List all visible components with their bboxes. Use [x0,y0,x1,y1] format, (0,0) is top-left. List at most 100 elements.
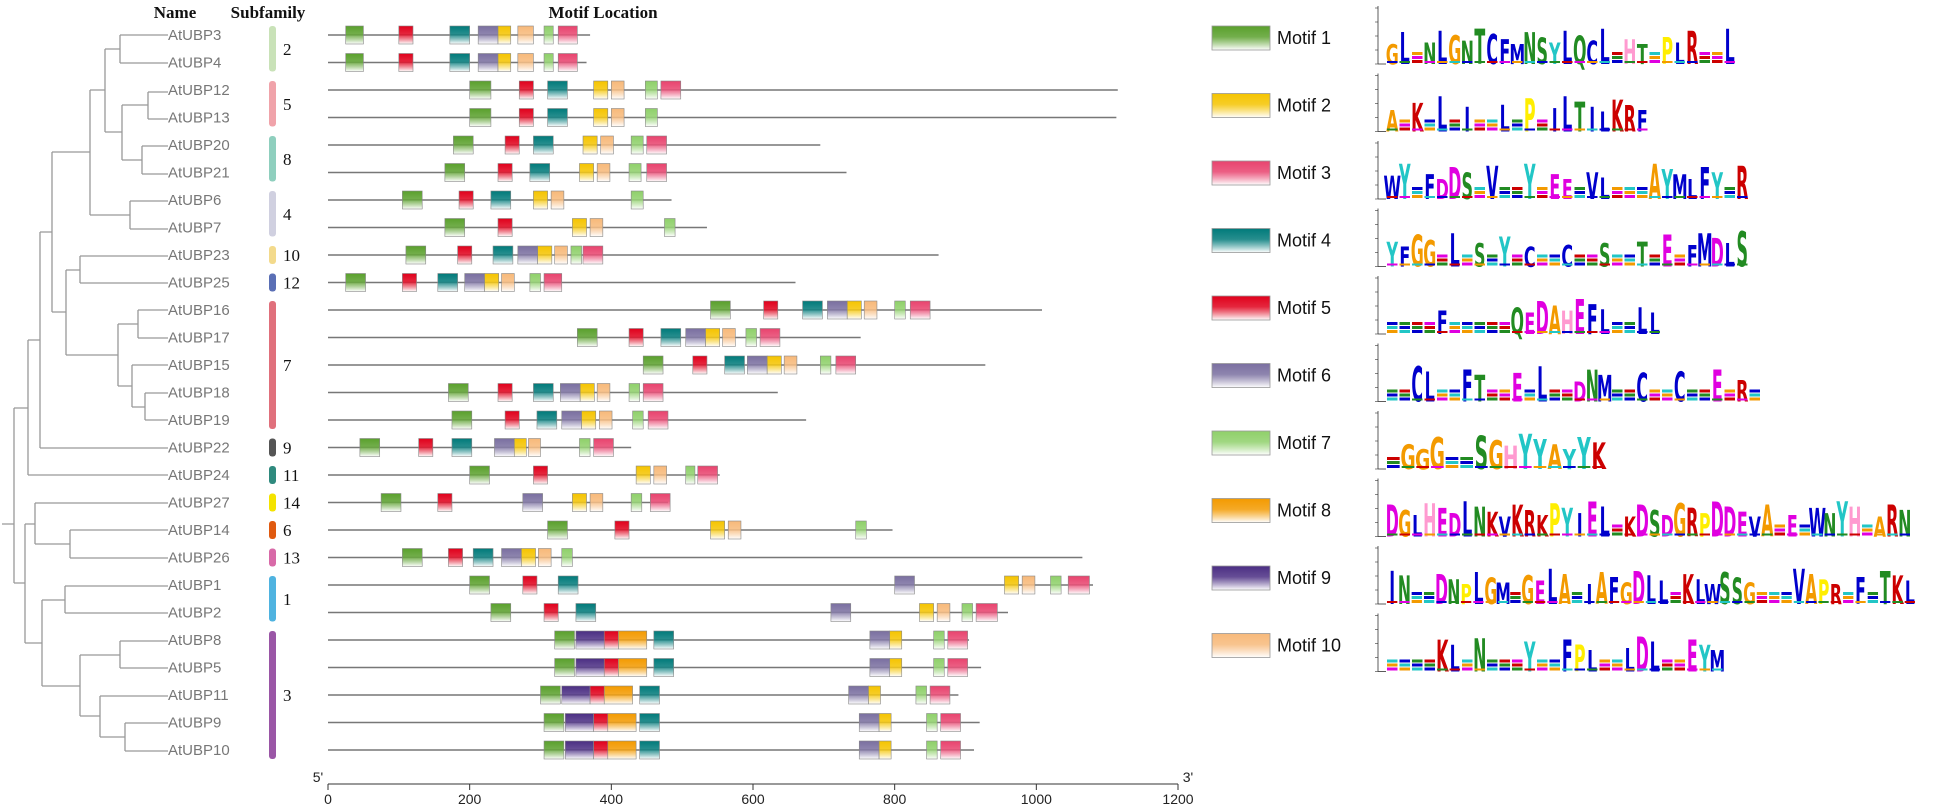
logo-minor-letter [1485,601,1496,603]
logo-minor-letter [1574,262,1585,266]
logo-minor-letter [1637,668,1648,671]
logo-minor-letter [1424,263,1435,266]
logo-letter-L: L [1450,638,1460,681]
motif-2-box [572,493,587,512]
subfamily-bar [269,576,276,622]
logo-letter-F: F [1424,168,1435,208]
logo-minor-letter [1649,52,1660,55]
logo-minor-letter [1587,196,1598,198]
logo-minor-letter [1487,119,1498,123]
legend-label: Motif 9 [1277,568,1331,588]
logo-letter-M: M [1672,168,1688,208]
motif-10-box [722,328,736,347]
logo-minor-letter [1387,61,1398,63]
motif-7-box [1050,575,1062,595]
subfamily-label: 11 [283,466,299,485]
axis-ticks: 0 200 400 600 800 1000 1200 [324,784,1194,805]
motif-6-box [869,658,891,677]
logo-minor-letter [1724,61,1735,63]
legend-item-motif-3: Motif 3 [1211,160,1331,186]
logo-minor-letter [1574,398,1585,401]
motif-10-box [554,245,568,265]
logo-letter-R: R [1736,374,1748,409]
logo-minor-letter [1612,663,1623,667]
motif-3-box [759,328,781,347]
logo-minor-letter [1793,601,1805,603]
logo-minor-letter [1712,60,1723,63]
motif-legend: Motif 1 Motif 2 Motif 3 Motif 4 Motif 5 Motif… [1211,25,1341,658]
tree-branch [89,89,130,216]
logo-minor-letter [1537,262,1548,266]
motif-5-box [497,163,513,182]
tree-branch [147,91,168,120]
subfamily-label: 5 [283,95,292,114]
logo-letter-I: I [1577,507,1583,544]
motif-6-box [747,355,768,375]
logo-minor-letter [1412,60,1423,63]
logo-letter-E: E [1712,362,1723,412]
logo-minor-letter [1510,600,1521,603]
motif-6-box [830,603,852,622]
motif-8-box [607,740,637,760]
logo-minor-letter [1449,322,1460,325]
motif-5-box [504,410,520,430]
motif-10-box [653,465,667,485]
logo-minor-letter [1549,262,1560,266]
gene-track [328,548,1083,567]
logo-minor-letter [1499,393,1510,397]
logo-minor-letter [1574,331,1585,333]
motif-6-box [827,300,848,320]
gene-name: AtUBP12 [168,82,230,99]
legend-label: Motif 3 [1277,163,1331,183]
logo-minor-letter [1489,466,1503,468]
motif-7-box [645,108,658,127]
logo-minor-letter [1424,196,1435,198]
subfamily-5: 5 [269,81,292,127]
logo-letter-G: G [1743,576,1756,611]
motif-7-box [894,300,906,320]
subfamily-6: 6 [269,521,292,540]
logo-letter-K: K [1511,497,1524,547]
logo-letter-D: D [1723,500,1736,547]
sequence-logo-motif-1: G L N L G N T C F MN S Y L Q C L H T P L R L [1375,6,1735,76]
motif-5-box [504,135,520,155]
motif-8-box [607,713,637,732]
logo-minor-letter [1499,187,1510,190]
logo-letter-C: C [1636,366,1648,410]
motif-10-box [589,218,604,237]
logo-minor-letter [1562,533,1573,536]
logo-minor-letter [1412,56,1423,59]
subfamily-label: 7 [283,356,292,375]
logo-letter-L: L [1562,89,1572,144]
tree-branch [129,200,168,230]
logo-letter-S: S [1462,165,1473,208]
logo-minor-letter [1449,389,1460,393]
logo-minor-letter [1624,187,1635,190]
logo-minor-letter [1599,331,1610,333]
logo-minor-letter [1637,187,1648,190]
motif-7-box [630,135,644,155]
logo-minor-letter [1412,663,1423,667]
gene-name: AtUBP16 [168,302,230,319]
logo-minor-letter [1449,393,1460,397]
logo-minor-letter [1499,389,1510,393]
logo-minor-letter [1512,61,1523,63]
motif-2-box [533,190,548,210]
logo-letter-R: R [1830,579,1842,611]
motif-5-box [418,438,434,457]
legend-label: Motif 8 [1277,501,1331,521]
logo-minor-letter [1537,254,1548,258]
gene-track [328,520,893,540]
logo-minor-letter [1599,667,1610,671]
logo-minor-letter [1519,466,1532,468]
gene-name: AtUBP15 [168,357,230,374]
logo-minor-letter [1562,331,1573,333]
logo-minor-letter [1649,533,1660,536]
logo-letter-L: L [1412,509,1422,544]
logo-minor-letter [1571,600,1583,603]
logo-minor-letter [1499,191,1510,194]
gene-track [328,713,980,732]
logo-minor-letter [1487,326,1498,329]
logo-minor-letter [1612,191,1623,194]
motif-2-box [572,218,587,237]
